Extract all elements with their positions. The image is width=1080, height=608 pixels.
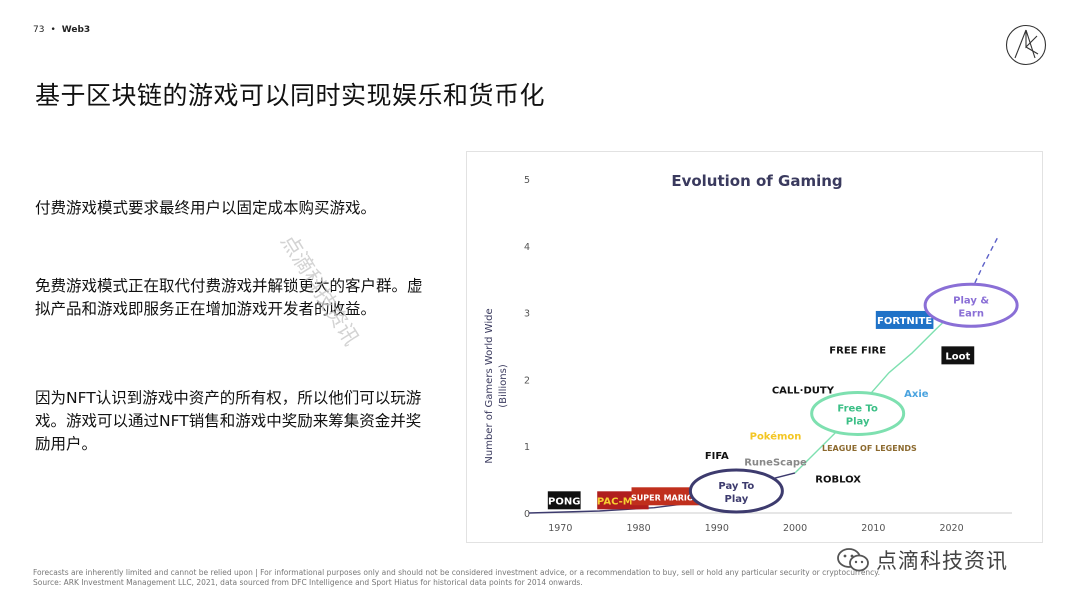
- stage-label: Pay To: [718, 481, 754, 492]
- game-logo-box: [875, 310, 934, 329]
- stage-label: Play &: [953, 295, 989, 306]
- game-logo: Pokémon: [750, 431, 802, 443]
- game-logo: PONG: [548, 496, 580, 507]
- stage-label: Play: [725, 494, 749, 505]
- wechat-icon: [837, 548, 869, 572]
- page-number: 73: [33, 25, 45, 35]
- game-logo: CALL·DUTY: [772, 385, 835, 396]
- header-bullet: •: [50, 25, 56, 35]
- game-logo: LEAGUE OF LEGENDS: [822, 444, 917, 453]
- y-tick-label: 4: [524, 242, 530, 253]
- game-logo-box: [547, 491, 581, 510]
- game-logo: Axie: [904, 389, 929, 400]
- chart-title: Evolution of Gaming: [671, 172, 842, 190]
- slide-title: 基于区块链的游戏可以同时实现娱乐和货币化: [35, 81, 546, 110]
- paragraph-play-and-earn: 因为NFT认识到游戏中资产的所有权，所以他们可以玩游戏。游戏可以通过NFT销售和…: [35, 389, 422, 453]
- stage-ellipse: [810, 390, 906, 436]
- game-logo: FORTNITE: [877, 316, 932, 327]
- x-tick-label: 2000: [783, 523, 807, 534]
- x-tick-label: 1990: [705, 523, 729, 534]
- game-logo: SUPER MARIO BROS.: [631, 493, 724, 502]
- game-logo: PAC-MAN: [597, 496, 649, 507]
- y-axis-label-unit: (Billions): [498, 364, 509, 408]
- y-tick-label: 5: [524, 175, 530, 186]
- stage-ellipse: [688, 468, 784, 514]
- brand-watermark: 点滴科技资讯: [836, 545, 1008, 575]
- game-logo: RuneScape: [744, 458, 807, 469]
- game-logo-box: [941, 346, 975, 365]
- chart-svg: Evolution of Gaming Number of Gamers Worl…: [484, 172, 1019, 534]
- stage-label: Earn: [958, 308, 984, 319]
- x-tick-label: 1980: [626, 523, 650, 534]
- game-logo: Loot: [945, 351, 970, 362]
- ark-logo-icon: [1005, 24, 1047, 66]
- evolution-of-gaming-chart: Evolution of Gaming Number of Gamers Worl…: [466, 151, 1043, 543]
- x-tick-label: 2020: [939, 523, 963, 534]
- disclaimer-text: Forecasts are inherently limited and can…: [33, 568, 881, 577]
- game-logo: FIFA: [705, 451, 729, 462]
- stage-ellipse: [923, 282, 1019, 328]
- page-header: 73 • Web3: [33, 25, 90, 35]
- series-line-1: [794, 298, 968, 474]
- source-text: Source: ARK Investment Management LLC, 2…: [33, 578, 583, 587]
- stage-label: Free To: [837, 403, 878, 414]
- paragraph-free-to-play: 免费游戏模式正在取代付费游戏并解锁更大的客户群。虚拟产品和游戏即服务正在增加游戏…: [35, 277, 423, 318]
- brand-watermark-text: 点滴科技资讯: [876, 549, 1008, 573]
- y-tick-label: 3: [524, 309, 530, 320]
- paragraph-pay-to-play: 付费游戏模式要求最终用户以固定成本购买游戏。: [35, 199, 377, 217]
- y-tick-label: 2: [524, 375, 530, 386]
- y-tick-label: 0: [524, 509, 530, 520]
- y-axis-label: Number of Gamers World Wide: [484, 308, 495, 463]
- y-tick-label: 1: [524, 442, 530, 453]
- x-tick-label: 1970: [548, 523, 572, 534]
- x-tick-label: 2010: [861, 523, 885, 534]
- stage-label: Play: [846, 416, 870, 427]
- game-logo: FREE FIRE: [829, 345, 886, 356]
- game-logo: ROBLOX: [815, 474, 861, 485]
- section-label: Web3: [61, 25, 91, 35]
